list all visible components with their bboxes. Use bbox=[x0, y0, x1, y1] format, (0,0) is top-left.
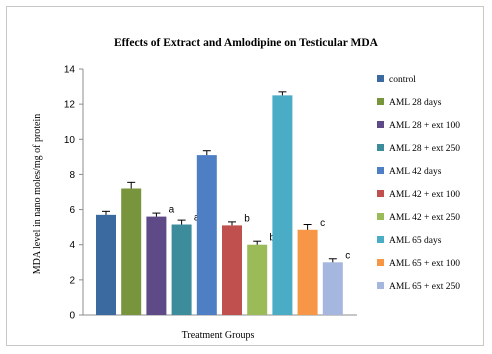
y-tick-label: 4 bbox=[69, 240, 75, 251]
legend-swatch bbox=[377, 190, 384, 197]
legend-label: AML 65 days bbox=[389, 236, 442, 246]
legend-swatch bbox=[377, 259, 384, 266]
bar bbox=[171, 224, 192, 315]
bar bbox=[146, 216, 167, 315]
bar bbox=[322, 262, 343, 315]
legend-swatch bbox=[377, 75, 384, 82]
legend-label: AML 42 + ext 250 bbox=[389, 213, 460, 223]
legend-label: control bbox=[389, 75, 416, 85]
x-axis-label: Treatment Groups bbox=[182, 330, 255, 341]
legend-label: AML 28 + ext 100 bbox=[389, 121, 460, 131]
legend-swatch bbox=[377, 236, 384, 243]
y-tick-label: 6 bbox=[69, 205, 75, 216]
y-tick-label: 2 bbox=[69, 275, 75, 286]
bar bbox=[222, 225, 242, 315]
legend-swatch bbox=[377, 282, 384, 289]
significance-label: c bbox=[345, 250, 350, 261]
bar bbox=[297, 229, 318, 315]
legend-swatch bbox=[377, 144, 384, 151]
legend-label: AML 65 + ext 250 bbox=[389, 282, 460, 292]
y-tick-label: 14 bbox=[64, 65, 76, 76]
legend-label: AML 42 days bbox=[389, 167, 442, 177]
y-tick-label: 0 bbox=[69, 311, 75, 322]
chart-frame bbox=[6, 6, 484, 346]
bar bbox=[121, 188, 142, 315]
legend-label: AML 28 + ext 250 bbox=[389, 144, 460, 154]
y-axis-label: MDA level in nano moles/mg of protein bbox=[32, 114, 43, 275]
y-tick-label: 12 bbox=[64, 100, 76, 111]
significance-label: c bbox=[320, 218, 325, 229]
y-tick-label: 10 bbox=[64, 135, 76, 146]
legend-swatch bbox=[377, 167, 384, 174]
legend-swatch bbox=[377, 98, 384, 105]
bar bbox=[96, 214, 116, 315]
chart-title: Effects of Extract and Amlodipine on Tes… bbox=[114, 37, 379, 49]
significance-label: a bbox=[169, 205, 175, 216]
y-tick-label: 8 bbox=[69, 170, 75, 181]
significance-label: b bbox=[244, 213, 250, 224]
legend-label: AML 42 + ext 100 bbox=[389, 190, 460, 200]
legend-swatch bbox=[377, 213, 384, 220]
legend-label: AML 28 days bbox=[389, 98, 442, 108]
bar bbox=[196, 155, 217, 315]
legend-label: AML 65 + ext 100 bbox=[389, 259, 460, 269]
bar bbox=[272, 95, 293, 315]
legend-swatch bbox=[377, 121, 384, 128]
bar bbox=[247, 244, 268, 315]
